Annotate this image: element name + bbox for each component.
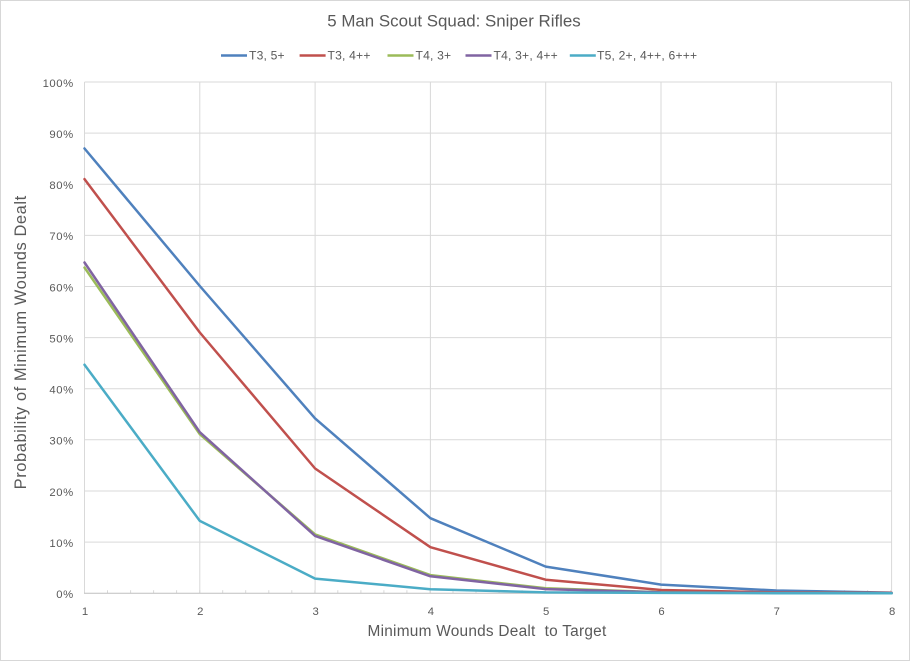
svg-text:60%: 60% <box>49 282 73 294</box>
svg-text:T5, 2+, 4++, 6+++: T5, 2+, 4++, 6+++ <box>597 49 697 63</box>
svg-text:Minimum Wounds Dealt to Targe: Minimum Wounds Dealt to Target <box>368 623 607 640</box>
svg-text:70%: 70% <box>49 231 73 243</box>
svg-text:90%: 90% <box>49 129 73 141</box>
svg-text:0%: 0% <box>56 589 73 601</box>
svg-text:40%: 40% <box>49 385 73 397</box>
svg-text:5: 5 <box>543 606 549 618</box>
svg-text:10%: 10% <box>49 538 73 550</box>
svg-text:T4, 3+: T4, 3+ <box>416 49 452 63</box>
svg-text:7: 7 <box>774 606 780 618</box>
svg-text:8: 8 <box>889 606 895 618</box>
svg-text:30%: 30% <box>49 436 73 448</box>
svg-text:6: 6 <box>658 606 664 618</box>
svg-text:T3, 5+: T3, 5+ <box>249 49 285 63</box>
svg-text:3: 3 <box>312 606 318 618</box>
svg-text:80%: 80% <box>49 180 73 192</box>
svg-text:Probability of Minimum Wounds: Probability of Minimum Wounds Dealt <box>12 195 30 489</box>
svg-text:50%: 50% <box>49 333 73 345</box>
svg-text:2: 2 <box>197 606 203 618</box>
svg-text:1: 1 <box>82 606 88 618</box>
svg-text:4: 4 <box>428 606 434 618</box>
svg-text:20%: 20% <box>49 487 73 499</box>
svg-text:5 Man Scout Squad: Sniper Rifl: 5 Man Scout Squad: Sniper Rifles <box>327 11 581 30</box>
svg-text:100%: 100% <box>43 78 74 90</box>
svg-text:T4, 3+, 4++: T4, 3+, 4++ <box>494 49 558 63</box>
svg-text:T3, 4++: T3, 4++ <box>328 49 371 63</box>
